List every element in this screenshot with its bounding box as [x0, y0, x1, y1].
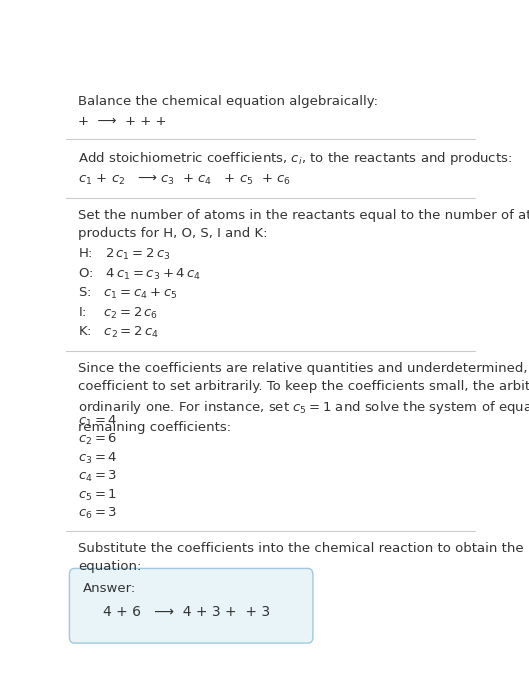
- Text: I:    $c_2 = 2\,c_6$: I: $c_2 = 2\,c_6$: [78, 305, 159, 320]
- Text: K:   $c_2 = 2\,c_4$: K: $c_2 = 2\,c_4$: [78, 325, 159, 340]
- FancyBboxPatch shape: [69, 568, 313, 643]
- Text: Add stoichiometric coefficients, $c_i$, to the reactants and products:: Add stoichiometric coefficients, $c_i$, …: [78, 150, 513, 167]
- Text: Answer:: Answer:: [83, 582, 136, 595]
- Text: Since the coefficients are relative quantities and underdetermined, choose a
coe: Since the coefficients are relative quan…: [78, 362, 529, 434]
- Text: Balance the chemical equation algebraically:: Balance the chemical equation algebraica…: [78, 95, 378, 108]
- Text: $c_1 = 4$: $c_1 = 4$: [78, 414, 118, 429]
- Text: $c_2 = 6$: $c_2 = 6$: [78, 432, 118, 447]
- Text: +  ⟶  + + +: + ⟶ + + +: [78, 115, 167, 128]
- Text: Set the number of atoms in the reactants equal to the number of atoms in the
pro: Set the number of atoms in the reactants…: [78, 209, 529, 240]
- Text: H:   $2\,c_1 = 2\,c_3$: H: $2\,c_1 = 2\,c_3$: [78, 247, 171, 262]
- Text: Substitute the coefficients into the chemical reaction to obtain the balanced
eq: Substitute the coefficients into the che…: [78, 542, 529, 573]
- Text: O:   $4\,c_1 = c_3 + 4\,c_4$: O: $4\,c_1 = c_3 + 4\,c_4$: [78, 266, 202, 281]
- Text: $c_5 = 1$: $c_5 = 1$: [78, 488, 117, 503]
- Text: 4 + 6   ⟶  4 + 3 +  + 3: 4 + 6 ⟶ 4 + 3 + + 3: [103, 605, 270, 619]
- Text: $c_4 = 3$: $c_4 = 3$: [78, 469, 117, 484]
- Text: $c_1$ + $c_2$   ⟶ $c_3$  + $c_4$   + $c_5$  + $c_6$: $c_1$ + $c_2$ ⟶ $c_3$ + $c_4$ + $c_5$ + …: [78, 172, 291, 186]
- Text: $c_6 = 3$: $c_6 = 3$: [78, 506, 117, 521]
- Text: S:   $c_1 = c_4 + c_5$: S: $c_1 = c_4 + c_5$: [78, 286, 178, 301]
- Text: $c_3 = 4$: $c_3 = 4$: [78, 451, 118, 466]
